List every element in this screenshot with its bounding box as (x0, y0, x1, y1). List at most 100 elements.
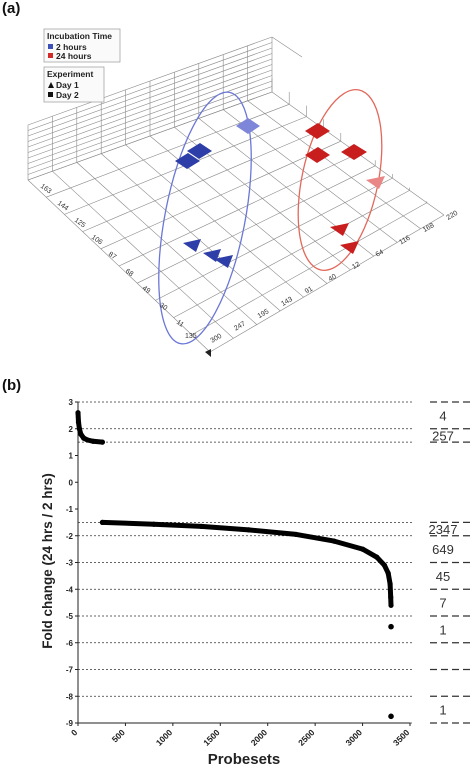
data-point (151, 521, 157, 527)
marker-24h-day2 (305, 123, 330, 139)
data-point (99, 519, 105, 525)
floor-grid-line (137, 165, 376, 284)
wall-grid-line (27, 42, 273, 131)
marker-24h-day1 (340, 241, 359, 254)
data-point (246, 527, 252, 533)
legend-2h-swatch (48, 44, 53, 49)
wall-grid-line (27, 58, 273, 148)
y-axis-label: Fold change (24 hrs / 2 hrs) (40, 473, 55, 649)
data-point (388, 602, 394, 608)
data-point (331, 538, 337, 544)
floor-grid-line (247, 100, 421, 229)
x-tick-label: 500 (110, 727, 127, 744)
axis-corner-marker (205, 349, 211, 357)
legend-experiment-title: Experiment (47, 69, 93, 79)
y-tick-label: -1 (66, 505, 74, 514)
data-point (359, 546, 366, 552)
count-label: 257 (432, 428, 454, 443)
y-tick-label: 3 (69, 398, 74, 407)
wall-grid-line (27, 80, 273, 170)
axis-tick-label: 30 (158, 302, 168, 312)
panel-a-label: (a) (2, 0, 21, 17)
x-tick-label: 2000 (249, 727, 270, 748)
wall-grid-line (27, 91, 273, 181)
floor-grid-line (149, 135, 328, 284)
data-point (381, 562, 387, 568)
count-label: 45 (436, 569, 450, 584)
floor-grid-line (209, 214, 445, 353)
data-point (75, 419, 82, 425)
legend-experiment: Experiment Day 1 Day 2 (43, 66, 105, 103)
data-point (198, 523, 204, 529)
legend-day2-label: Day 2 (56, 90, 79, 100)
y-tick-labels: 3 2 1 0 -1 -2 -3 -4 -5 -6 -7 -8 -9 (66, 398, 78, 728)
y-tick-label: 0 (69, 478, 74, 487)
data-point-series (99, 519, 394, 608)
y-tick-label: -3 (66, 559, 74, 568)
legend-24h-swatch (48, 53, 53, 58)
y-tick-label: -6 (66, 639, 74, 648)
legend-incubation-time: Incubation Time 2 hours 24 hours (43, 28, 121, 63)
fold-change-chart: 3 2 1 0 -1 -2 -3 -4 -5 -6 -7 -8 -9 0 500 1000 1500 2000 2… (40, 398, 470, 768)
axis-tick-labels: 1631441251068768493011300247195143914012… (39, 183, 459, 345)
data-point (388, 713, 394, 720)
y-tick-label: 1 (69, 452, 74, 461)
axis-tick-label: 125 (73, 217, 87, 229)
count-label: 7 (439, 596, 446, 611)
marker-24h-day2 (305, 147, 330, 163)
x-tick-label: 3500 (391, 727, 412, 748)
legend-24h-label: 24 hours (56, 51, 92, 61)
data-point (78, 431, 84, 437)
legend-day1-label: Day 1 (56, 80, 79, 90)
blue-cluster-ellipse (158, 91, 252, 345)
axis-tick-label: 40 (328, 273, 338, 283)
count-label: 1 (439, 703, 446, 718)
perspective-grid (27, 36, 445, 357)
marker-24h-day2 (341, 144, 367, 160)
data-point (388, 594, 394, 600)
axis-tick-label: 195 (257, 308, 271, 320)
data-point (293, 531, 299, 538)
wall-grid-line (27, 36, 273, 126)
count-label: 4 (439, 408, 446, 423)
marker-2h-day2 (187, 143, 212, 159)
data-point (388, 623, 394, 630)
axis-tick-label: 220 (446, 210, 460, 222)
floor-grid-line (191, 202, 427, 336)
marker-2h-day2 (236, 118, 260, 134)
x-tick-label: 1000 (154, 727, 175, 748)
y-tick-label: -9 (66, 719, 74, 728)
data-point (387, 581, 393, 587)
axis-tick-label: 168 (422, 222, 436, 234)
wall-grid-line (27, 75, 273, 164)
x-tick-labels: 0 500 1000 1500 2000 2500 3000 3500 (69, 723, 412, 748)
axis-tick-label: 91 (304, 286, 314, 296)
count-labels: 4 257 2347 649 45 7 1 1 (429, 408, 458, 717)
x-tick-label: 0 (69, 727, 80, 738)
data-points (75, 410, 394, 720)
y-tick-label: -8 (66, 692, 74, 701)
axis-tick-label: 247 (233, 320, 247, 332)
legend-2h-label: 2 hours (56, 42, 87, 52)
axis-tick-label: 64 (375, 249, 385, 259)
axis-tick-label: 87 (107, 251, 117, 261)
data-point (76, 426, 83, 432)
legend-incubation-title: Incubation Time (47, 31, 112, 41)
data-point (374, 554, 380, 560)
x-tick-label: 1500 (201, 727, 222, 748)
wall-grid-line (27, 69, 273, 159)
axis-tick-label: 300 (210, 333, 224, 345)
marker-2h-day2 (175, 153, 200, 169)
y-tick-label: -5 (66, 612, 74, 621)
square-icon (48, 92, 53, 97)
panel-b-label: (b) (2, 377, 22, 394)
floor-grid-line (198, 118, 374, 257)
axis-tick-label: 49 (141, 285, 151, 295)
wall-grid-line (27, 53, 273, 142)
data-point (75, 410, 81, 416)
marker-24h-day1 (366, 176, 385, 189)
axis-tick-label: 163 (39, 183, 53, 195)
x-tick-label: 3000 (344, 727, 365, 748)
triangle-icon (48, 82, 54, 88)
wall-grid-line (27, 47, 273, 137)
